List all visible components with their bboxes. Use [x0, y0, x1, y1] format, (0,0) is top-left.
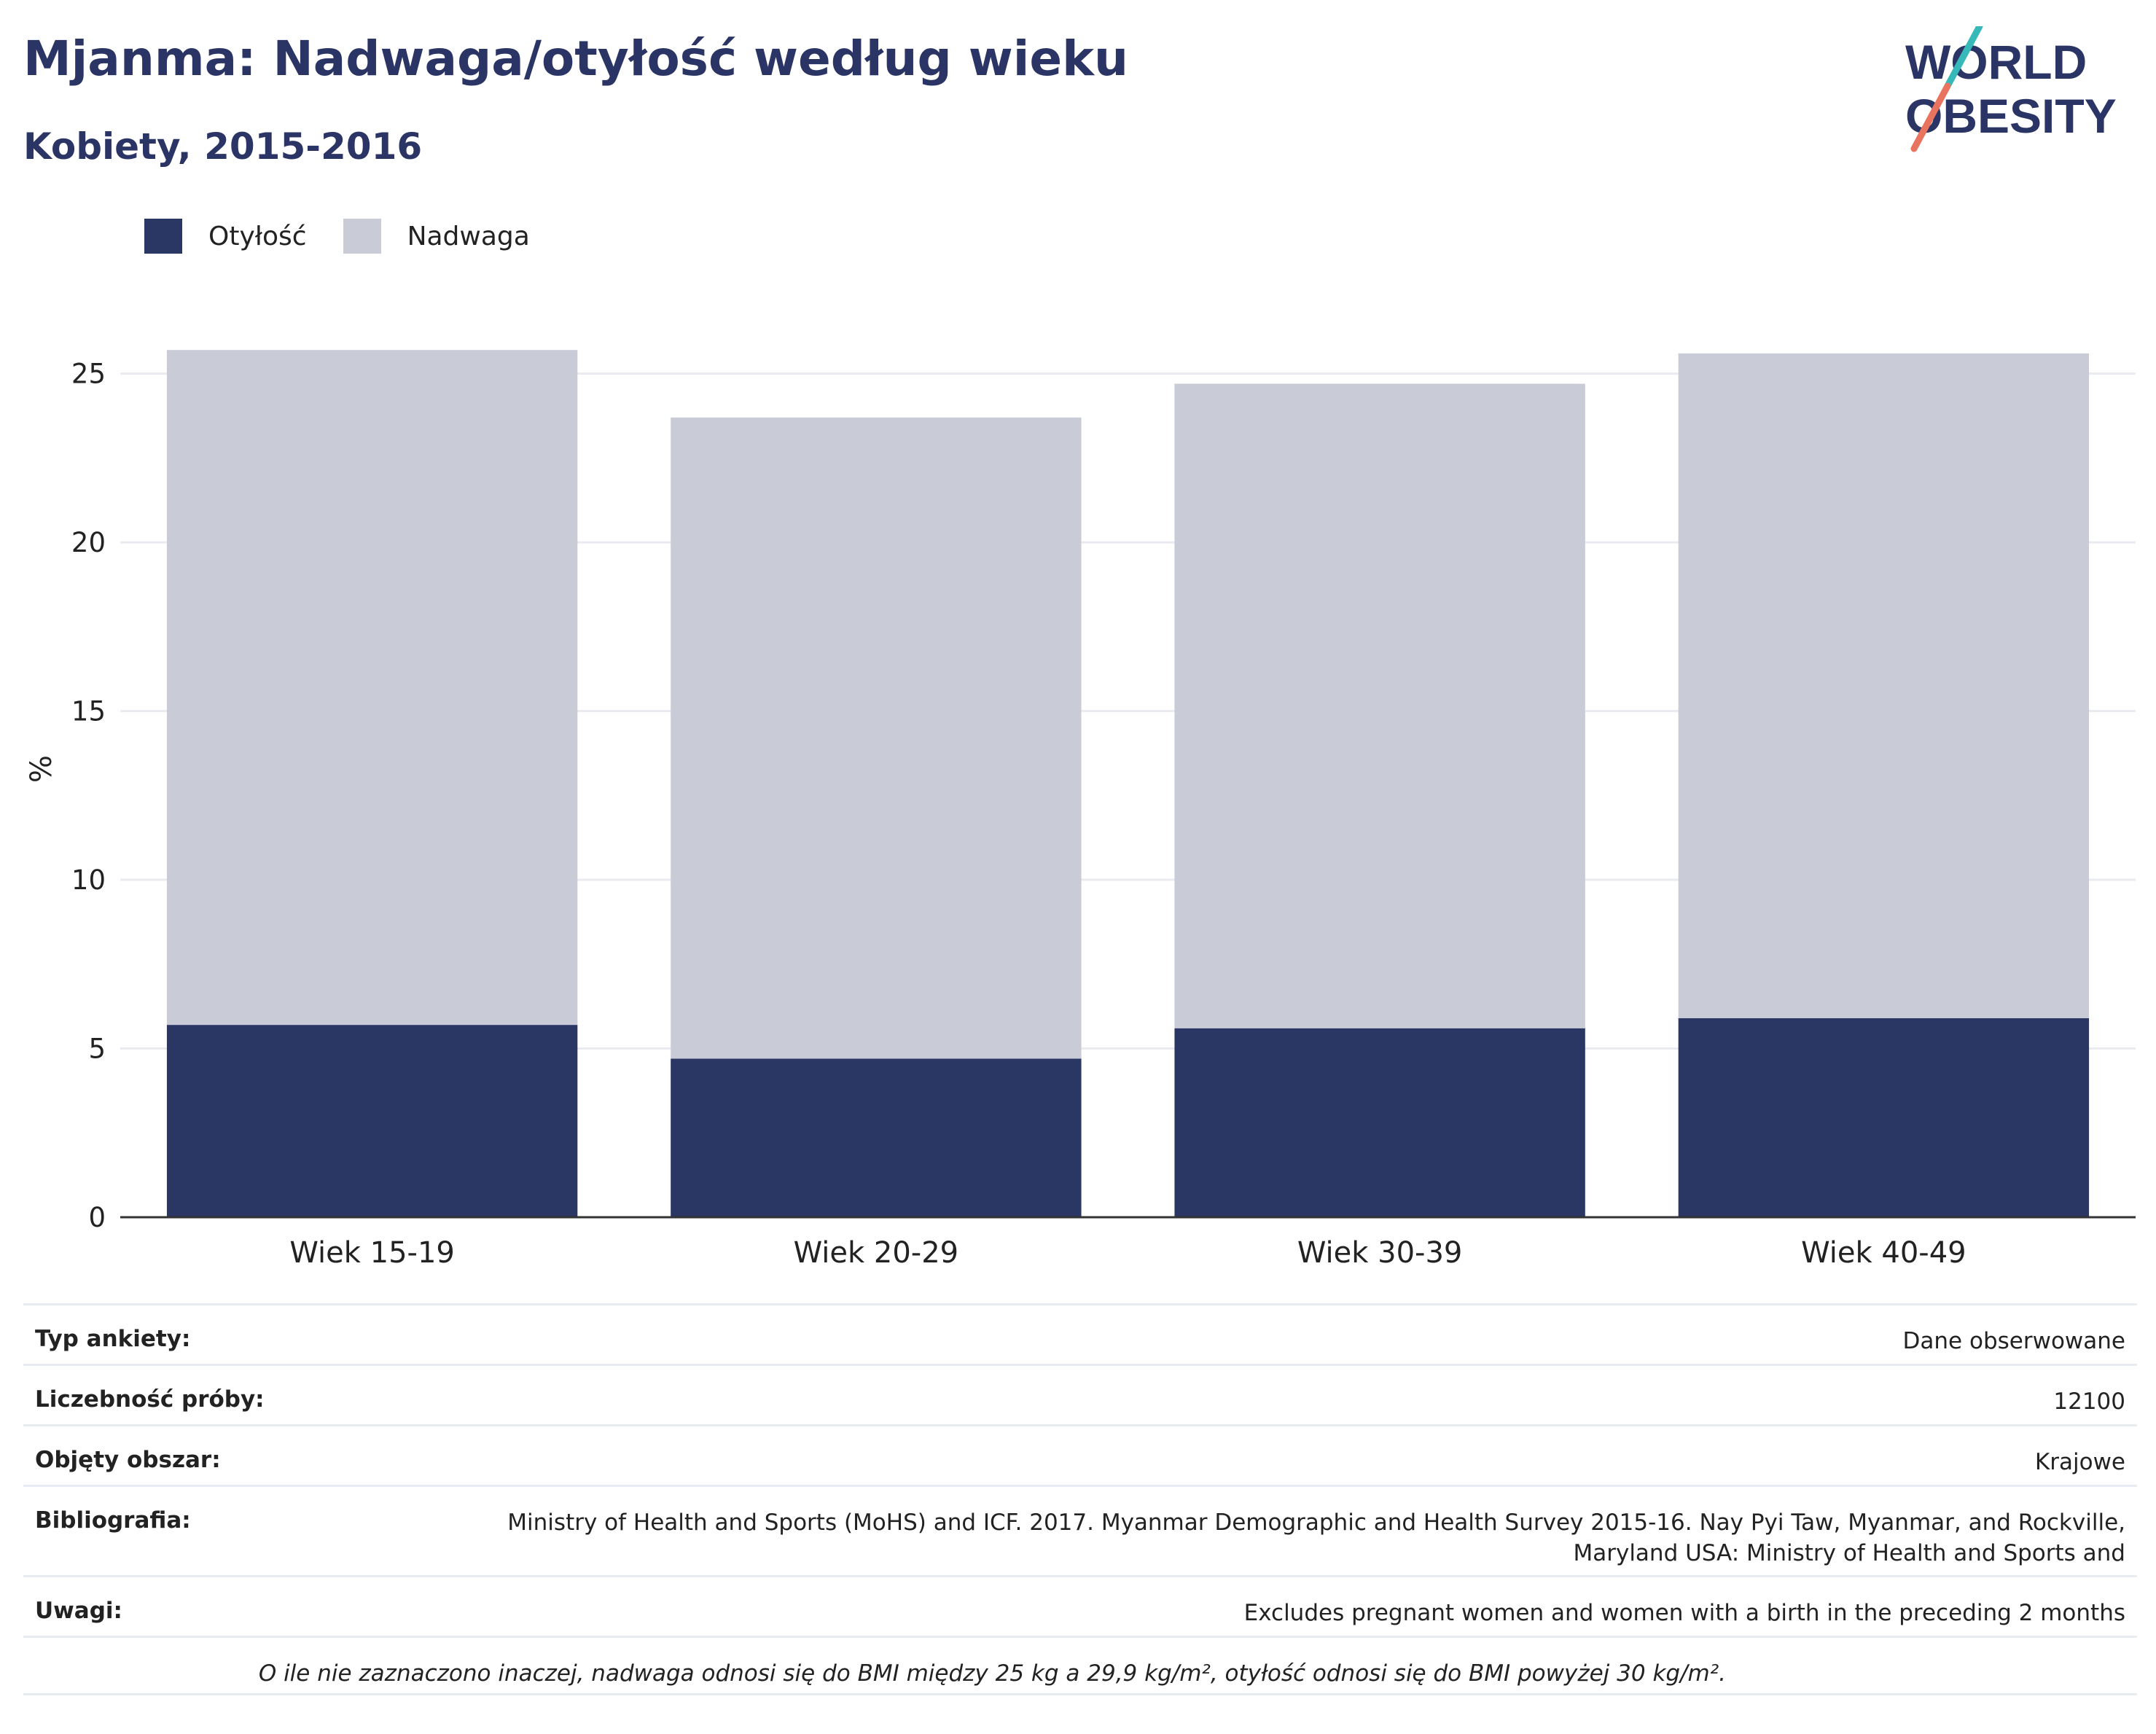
bibliography-value: Ministry of Health and Sports (MoHS) and… [507, 1510, 2125, 1566]
legend-label-overweight: Nadwaga [407, 221, 530, 251]
bar-overweight [166, 350, 578, 1026]
y-tick-label: 25 [71, 359, 106, 390]
legend-label-obesity: Otyłość [208, 221, 307, 251]
info-row-survey-type: Typ ankiety: Dane obserwowane [23, 1303, 2137, 1364]
area-value: Krajowe [2034, 1449, 2125, 1475]
area-label: Objęty obszar: [35, 1447, 221, 1473]
info-row-sample-size: Liczebność próby: 12100 [23, 1364, 2137, 1424]
bar-overweight [1174, 383, 1585, 1028]
y-tick-label: 0 [88, 1202, 106, 1233]
bar-overweight [1678, 353, 2090, 1018]
x-tick-label: Wiek 15-19 [289, 1236, 455, 1270]
sample-size-label: Liczebność próby: [35, 1386, 265, 1413]
info-row-notes: Uwagi: Excludes pregnant women and women… [23, 1575, 2137, 1636]
x-tick-label: Wiek 30-39 [1297, 1236, 1463, 1270]
y-tick-label: 15 [71, 696, 106, 727]
bar-obesity [1174, 1028, 1585, 1217]
chart-title: Mjanma: Nadwaga/otyłość według wieku [23, 31, 1128, 87]
legend-item-obesity: Otyłość [144, 219, 307, 254]
chart-subtitle: Kobiety, 2015-2016 [23, 125, 423, 168]
y-tick-label: 20 [71, 527, 106, 558]
bar-obesity [166, 1025, 578, 1217]
legend-swatch-overweight [343, 219, 381, 254]
y-axis-label: % [25, 755, 58, 783]
notes-label: Uwagi: [35, 1598, 122, 1624]
bar-obesity [1678, 1018, 2090, 1217]
sample-size-value: 12100 [2053, 1389, 2125, 1415]
info-row-area: Objęty obszar: Krajowe [23, 1424, 2137, 1485]
info-row-footnote: O ile nie zaznaczono inaczej, nadwaga od… [23, 1636, 2137, 1695]
bar-obesity [671, 1058, 1082, 1217]
chart-legend: Otyłość Nadwaga [144, 214, 566, 258]
bibliography-label: Bibliografia: [35, 1507, 191, 1534]
x-tick-label: Wiek 40-49 [1801, 1236, 1966, 1270]
info-row-bibliography: Bibliografia: Ministry of Health and Spo… [23, 1485, 2137, 1575]
footnote: O ile nie zaznaczono inaczej, nadwaga od… [258, 1660, 1726, 1687]
survey-type-value: Dane obserwowane [1902, 1328, 2125, 1354]
notes-value: Excludes pregnant women and women with a… [1243, 1600, 2125, 1626]
legend-swatch-obesity [144, 219, 182, 254]
y-tick-label: 10 [71, 864, 106, 896]
bar-chart: 0 5 10 15 20 25% Wiek 15-19 Wiek 20-29 Wiek 30-3… [25, 350, 2136, 1270]
world-obesity-logo: WORLD OBESITY [1905, 26, 2117, 152]
x-tick-label: Wiek 20-29 [794, 1236, 959, 1270]
bar-overweight [671, 417, 1082, 1059]
logo-word-world: WORLD [1905, 35, 2087, 89]
logo-word-obesity: OBESITY [1905, 89, 2117, 143]
y-tick-label: 5 [88, 1034, 106, 1065]
survey-type-label: Typ ankiety: [35, 1326, 191, 1352]
legend-item-overweight: Nadwaga [343, 219, 530, 254]
survey-info-table: Typ ankiety: Dane obserwowane Liczebność… [23, 1303, 2137, 1695]
